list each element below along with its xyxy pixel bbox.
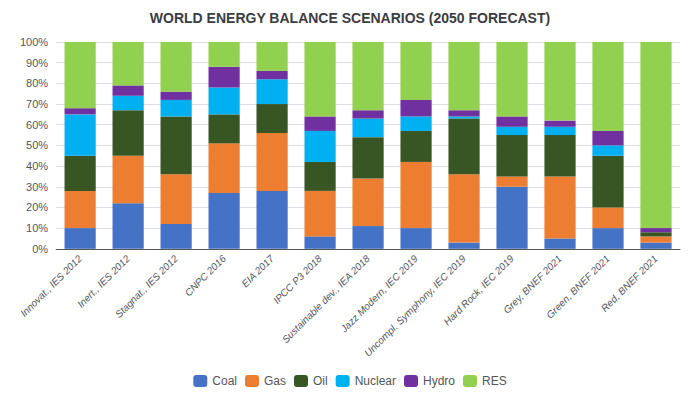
svg-text:80%: 80% [26, 77, 48, 89]
svg-text:Hydro: Hydro [423, 374, 455, 388]
svg-text:Coal: Coal [212, 374, 237, 388]
svg-text:0%: 0% [32, 243, 48, 255]
svg-text:100%: 100% [20, 36, 48, 48]
svg-text:20%: 20% [26, 201, 48, 213]
svg-text:70%: 70% [26, 98, 48, 110]
svg-text:Innovat., IES 2012: Innovat., IES 2012 [18, 253, 84, 319]
svg-text:10%: 10% [26, 222, 48, 234]
svg-text:60%: 60% [26, 119, 48, 131]
svg-text:Nuclear: Nuclear [355, 374, 396, 388]
svg-text:Green, BNEF 2021: Green, BNEF 2021 [544, 253, 612, 321]
svg-text:Stagnat., IES 2012: Stagnat., IES 2012 [113, 253, 180, 320]
svg-text:Grey, BNEF 2021: Grey, BNEF 2021 [501, 252, 564, 316]
svg-text:Red, BNEF 2021: Red, BNEF 2021 [599, 253, 660, 314]
svg-text:30%: 30% [26, 181, 48, 193]
svg-text:90%: 90% [26, 57, 48, 69]
svg-text:Oil: Oil [313, 374, 328, 388]
svg-text:RES: RES [482, 374, 507, 388]
svg-text:40%: 40% [26, 160, 48, 172]
svg-text:Inert., IES 2012: Inert., IES 2012 [75, 252, 132, 310]
svg-text:Uncompl. Symphony, IEC 2019: Uncompl. Symphony, IEC 2019 [362, 253, 468, 359]
svg-text:Hard Rock, IEC 2019: Hard Rock, IEC 2019 [441, 253, 516, 328]
svg-text:50%: 50% [26, 139, 48, 151]
svg-text:EIA 2017: EIA 2017 [239, 253, 276, 290]
svg-text:Jazz Modern, IEC 2019: Jazz Modern, IEC 2019 [338, 253, 421, 336]
svg-text:IPCC P3 2018: IPCC P3 2018 [271, 253, 324, 306]
svg-text:Sustainable dev., IEA 2018: Sustainable dev., IEA 2018 [280, 253, 372, 345]
svg-text:Gas: Gas [264, 374, 286, 388]
svg-text:WORLD ENERGY BALANCE SCENARIOS: WORLD ENERGY BALANCE SCENARIOS (2050 FOR… [150, 10, 550, 26]
svg-text:CNPC 2016: CNPC 2016 [183, 253, 229, 299]
